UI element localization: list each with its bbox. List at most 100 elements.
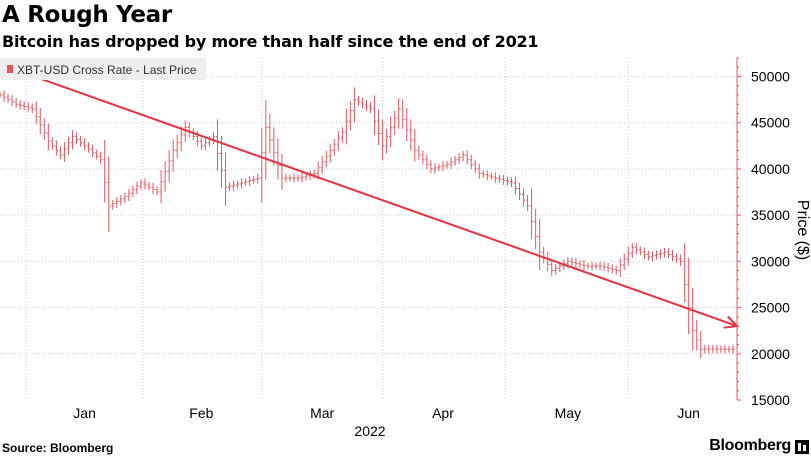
price-bar <box>497 174 501 183</box>
y-tick-label: 20000 <box>751 346 790 362</box>
price-bar <box>646 250 650 261</box>
price-bar <box>143 178 147 190</box>
price-bar <box>248 175 252 187</box>
price-bar <box>30 103 34 114</box>
trend-arrow <box>7 66 740 329</box>
price-bar <box>542 246 546 264</box>
y-tick-label: 25000 <box>751 300 790 316</box>
price-chart: 15000 20000 25000 30000 35000 40000 45000 50000… <box>0 57 811 439</box>
price-bar <box>352 87 356 123</box>
price-bar <box>473 159 477 174</box>
price-bar <box>715 344 719 354</box>
price-bar <box>58 146 62 160</box>
price-bar <box>385 128 389 154</box>
price-bar <box>457 153 461 164</box>
y-tick-label: 15000 <box>751 392 790 408</box>
x-tick-label: May <box>555 405 581 421</box>
y-tick-label: 35000 <box>751 207 790 223</box>
price-bar <box>54 140 58 156</box>
price-bar <box>75 132 79 144</box>
x-tick-label: Jun <box>677 405 700 421</box>
price-bar <box>373 95 377 135</box>
brand-logo-icon <box>795 440 809 454</box>
price-bar <box>679 254 683 266</box>
price-bar <box>654 250 658 260</box>
price-bar <box>224 152 228 206</box>
price-bar <box>582 260 586 271</box>
price-bar <box>127 188 131 201</box>
price-bar <box>147 181 151 191</box>
price-bar <box>215 119 219 171</box>
price-bar <box>554 263 558 275</box>
y-tick-label: 50000 <box>751 68 790 84</box>
price-bar <box>95 149 99 160</box>
price-bar <box>14 98 18 109</box>
price-bar <box>34 101 38 125</box>
price-bar <box>534 208 538 250</box>
price-bar <box>433 163 437 174</box>
price-bar <box>699 331 703 358</box>
price-bar <box>256 173 260 184</box>
x-tick-label: Feb <box>189 405 213 421</box>
y-tick-label: 30000 <box>751 253 790 269</box>
price-bar <box>139 179 143 190</box>
price-bar <box>332 138 336 156</box>
trend-line <box>7 66 738 327</box>
horizontal-gridlines <box>0 75 737 355</box>
price-bar <box>413 129 417 162</box>
price-bar <box>501 174 505 185</box>
y-axis-title: Price ($) <box>794 200 811 260</box>
price-bar <box>228 182 232 192</box>
y-tick-label: 40000 <box>751 161 790 177</box>
price-bar <box>360 97 364 109</box>
price-bar <box>683 243 687 303</box>
price-bar <box>522 187 526 207</box>
price-bar <box>401 99 405 129</box>
x-tick-label: Jan <box>73 405 96 421</box>
price-bar <box>614 265 618 275</box>
price-bar <box>509 177 513 187</box>
price-bar <box>199 137 203 150</box>
price-bar <box>481 170 485 179</box>
price-bar <box>284 173 288 183</box>
price-bar <box>389 116 393 148</box>
price-bar <box>477 163 481 179</box>
price-bar <box>119 194 123 206</box>
price-bar <box>526 194 530 212</box>
price-bar <box>79 135 83 147</box>
price-bar <box>66 136 70 156</box>
ohlc-bars <box>0 87 735 358</box>
x-tick-label: Mar <box>310 405 334 421</box>
price-bar <box>336 131 340 152</box>
price-bar <box>417 145 421 160</box>
chart-title: A Rough Year <box>2 2 172 28</box>
price-bar <box>727 345 731 353</box>
chart-subtitle: Bitcoin has dropped by more than half si… <box>2 32 539 51</box>
price-bar <box>340 127 344 143</box>
price-bar <box>159 170 163 204</box>
price-bar <box>465 150 469 165</box>
price-bar <box>610 264 614 274</box>
price-bar <box>38 107 42 135</box>
price-bar <box>203 138 207 151</box>
price-bar <box>586 262 590 270</box>
price-bar <box>175 135 179 159</box>
price-bar <box>288 174 292 182</box>
price-bar <box>179 126 183 152</box>
price-bar <box>87 142 91 153</box>
price-bar <box>131 186 135 197</box>
price-bar <box>393 110 397 135</box>
price-bar <box>550 258 554 277</box>
price-bar <box>493 172 497 183</box>
price-bar <box>485 170 489 181</box>
x-tick-label: Apr <box>432 405 454 421</box>
price-bar <box>103 139 107 203</box>
price-bar <box>606 262 610 273</box>
price-bar <box>240 178 244 189</box>
price-bar <box>453 155 457 166</box>
price-bar <box>70 130 74 150</box>
price-bar <box>731 344 735 354</box>
price-bar <box>711 345 715 354</box>
price-bar <box>252 175 256 184</box>
price-bar <box>46 123 50 151</box>
